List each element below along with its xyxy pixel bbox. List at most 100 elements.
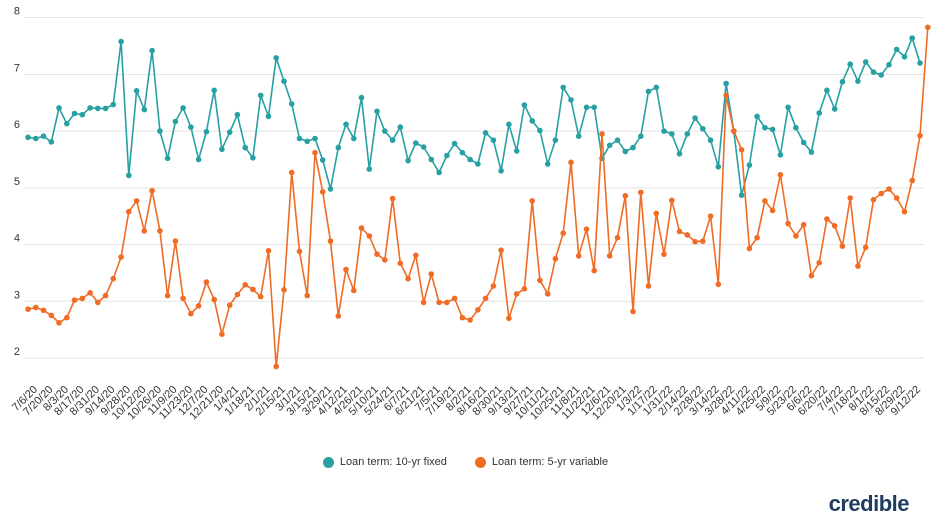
data-point-fixed bbox=[335, 144, 342, 151]
data-point-fixed bbox=[71, 110, 78, 117]
data-point-fixed bbox=[273, 55, 280, 61]
data-point-fixed bbox=[64, 120, 70, 127]
y-tick-label-5: 5 bbox=[14, 176, 20, 188]
data-point-fixed bbox=[506, 121, 512, 128]
data-point-variable bbox=[358, 225, 365, 231]
data-point-variable bbox=[731, 128, 737, 134]
legend-item-fixed[interactable]: Loan term: 10-yr fixed bbox=[322, 456, 447, 468]
data-point-fixed bbox=[281, 78, 287, 84]
data-point-variable bbox=[389, 195, 396, 202]
data-point-variable bbox=[591, 267, 597, 274]
data-point-fixed bbox=[25, 134, 31, 141]
data-point-fixed bbox=[684, 131, 691, 137]
data-point-variable bbox=[560, 230, 566, 236]
data-point-fixed bbox=[614, 137, 621, 143]
data-point-fixed bbox=[304, 138, 311, 145]
data-point-fixed bbox=[126, 172, 132, 179]
data-point-variable bbox=[552, 255, 559, 262]
data-point-variable bbox=[521, 286, 528, 292]
data-point-fixed bbox=[746, 162, 753, 168]
data-point-fixed bbox=[467, 156, 473, 163]
data-point-variable bbox=[428, 271, 435, 277]
data-point-fixed bbox=[389, 137, 396, 143]
data-point-fixed bbox=[754, 113, 760, 120]
data-point-fixed bbox=[172, 118, 179, 125]
data-point-variable bbox=[374, 251, 380, 257]
data-point-variable bbox=[312, 149, 318, 156]
data-point-variable bbox=[420, 299, 427, 306]
data-point-fixed bbox=[40, 133, 47, 139]
data-point-variable bbox=[622, 193, 629, 199]
data-point-variable bbox=[785, 220, 791, 227]
data-point-variable bbox=[862, 244, 869, 251]
data-point-variable bbox=[219, 331, 225, 338]
data-point-fixed bbox=[893, 46, 900, 53]
y-tick-label-4: 4 bbox=[14, 233, 20, 245]
data-point-fixed bbox=[219, 146, 225, 153]
data-point-variable bbox=[33, 304, 39, 311]
data-point-variable bbox=[878, 190, 884, 197]
data-point-variable bbox=[723, 92, 729, 99]
data-point-variable bbox=[692, 238, 698, 245]
series-fixed bbox=[25, 35, 923, 198]
data-point-variable bbox=[762, 198, 768, 204]
data-point-fixed bbox=[459, 149, 466, 156]
data-point-fixed bbox=[358, 94, 365, 101]
data-point-variable bbox=[925, 24, 931, 31]
data-point-variable bbox=[288, 169, 295, 176]
data-point-variable bbox=[684, 232, 691, 238]
data-point-variable bbox=[110, 275, 117, 282]
data-point-variable bbox=[583, 226, 590, 232]
data-point-fixed bbox=[917, 60, 923, 66]
y-tick-label-7: 7 bbox=[14, 62, 20, 74]
data-point-fixed bbox=[319, 157, 326, 163]
data-point-fixed bbox=[296, 135, 303, 142]
data-point-variable bbox=[203, 279, 210, 285]
data-point-variable bbox=[133, 198, 140, 204]
data-point-fixed bbox=[420, 144, 427, 150]
data-point-fixed bbox=[513, 148, 520, 154]
data-point-variable bbox=[281, 287, 287, 293]
data-point-variable bbox=[870, 196, 877, 203]
data-point-fixed bbox=[33, 135, 39, 142]
data-point-variable bbox=[211, 296, 217, 303]
data-point-variable bbox=[769, 207, 776, 214]
data-point-fixed bbox=[645, 88, 652, 95]
data-point-variable bbox=[544, 291, 551, 297]
data-point-variable bbox=[265, 248, 272, 254]
data-point-variable bbox=[64, 314, 70, 321]
data-point-variable bbox=[653, 210, 660, 217]
series-layer bbox=[25, 24, 931, 370]
data-point-fixed bbox=[824, 87, 830, 94]
data-point-variable bbox=[645, 283, 652, 289]
data-point-fixed bbox=[242, 144, 248, 151]
data-point-fixed bbox=[878, 72, 884, 78]
data-point-fixed bbox=[327, 186, 334, 192]
data-point-fixed bbox=[428, 156, 435, 163]
data-point-fixed bbox=[444, 152, 450, 159]
data-point-fixed bbox=[133, 88, 140, 94]
data-point-fixed bbox=[855, 78, 861, 84]
data-point-fixed bbox=[475, 161, 481, 167]
data-point-fixed bbox=[785, 104, 791, 111]
data-point-fixed bbox=[490, 137, 497, 143]
data-point-variable bbox=[568, 159, 574, 166]
data-point-fixed bbox=[234, 111, 241, 118]
data-point-variable bbox=[661, 251, 667, 257]
data-point-variable bbox=[855, 263, 861, 269]
data-point-variable bbox=[444, 299, 450, 306]
data-point-fixed bbox=[188, 124, 194, 130]
data-point-variable bbox=[71, 297, 78, 303]
data-point-variable bbox=[506, 315, 512, 322]
data-point-fixed bbox=[413, 140, 419, 146]
x-axis: 7/6/207/20/208/3/208/17/208/31/209/14/20… bbox=[10, 384, 923, 423]
legend-item-variable[interactable]: Loan term: 5-yr variable bbox=[474, 456, 608, 468]
data-point-variable bbox=[273, 363, 280, 370]
gridlines bbox=[24, 17, 924, 359]
data-point-fixed bbox=[521, 102, 528, 108]
data-point-variable bbox=[180, 295, 186, 302]
y-tick-label-3: 3 bbox=[14, 289, 20, 301]
data-point-fixed bbox=[451, 140, 458, 147]
data-point-fixed bbox=[661, 128, 667, 134]
